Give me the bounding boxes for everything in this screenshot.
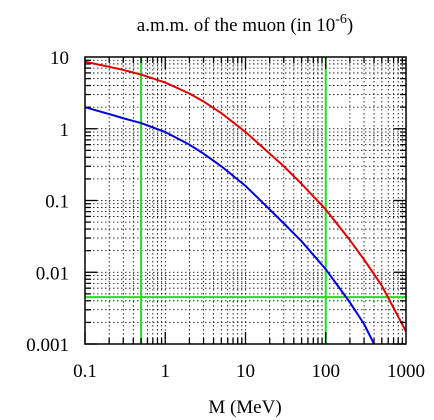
x-tick-labels: 0.1 1 10 100 1000 bbox=[73, 361, 425, 382]
chart-title: a.m.m. of the muon (in 10-6) bbox=[137, 12, 353, 36]
chart-title-close: ) bbox=[347, 15, 353, 36]
y-tick-labels: 0.001 0.01 0.1 1 10 bbox=[26, 48, 69, 356]
y-tick-label: 10 bbox=[50, 48, 69, 69]
series-line-1 bbox=[85, 60, 406, 332]
x-tick-label: 1000 bbox=[387, 361, 425, 382]
x-tick-label: 0.1 bbox=[73, 361, 97, 382]
y-tick-label: 0.1 bbox=[45, 192, 69, 213]
series-line-2 bbox=[85, 106, 375, 344]
x-tick-label: 100 bbox=[312, 361, 341, 382]
reference-lines bbox=[85, 57, 406, 344]
series-group bbox=[85, 60, 406, 344]
y-tick-label: 0.001 bbox=[26, 335, 69, 356]
tick-marks bbox=[84, 57, 406, 345]
chart-title-exponent: -6 bbox=[335, 12, 347, 27]
y-tick-label: 1 bbox=[60, 120, 70, 141]
x-tick-label: 1 bbox=[161, 361, 171, 382]
y-tick-label: 0.01 bbox=[36, 263, 69, 284]
grid bbox=[85, 57, 406, 344]
x-tick-label: 10 bbox=[236, 361, 255, 382]
chart-title-main: a.m.m. of the muon (in 10 bbox=[137, 15, 335, 36]
x-axis-label: M (MeV) bbox=[208, 397, 281, 418]
